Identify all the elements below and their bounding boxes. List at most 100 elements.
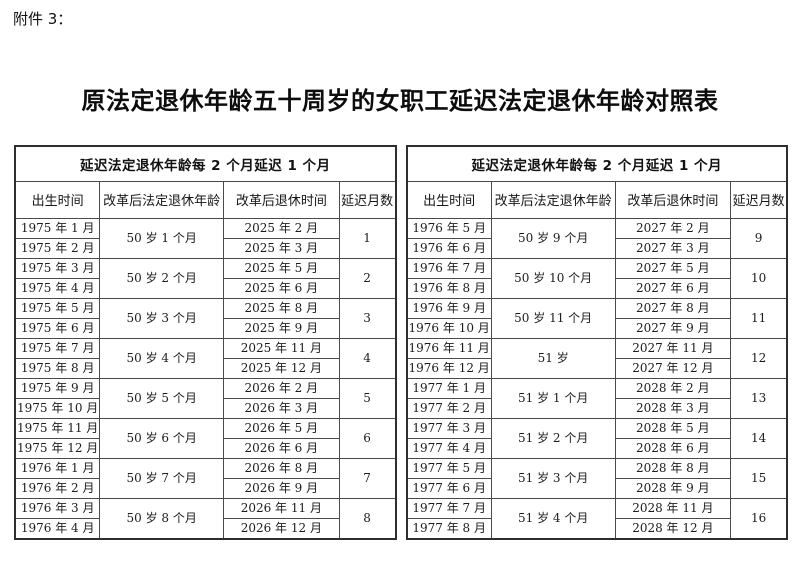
delay-cell: 14	[730, 417, 788, 459]
birth-cell: 1975 年 4 月	[14, 277, 101, 299]
birth-cell: 1975 年 12 月	[14, 437, 101, 459]
age-cell: 50 岁 2 个月	[99, 257, 224, 299]
table-row: 1977 年 8 月 2028 年 12 月	[406, 517, 788, 539]
age-cell: 50 岁 6 个月	[99, 417, 224, 459]
table-row: 1975 年 6 月 2025 年 9 月	[14, 317, 396, 339]
birth-cell: 1977 年 2 月	[406, 397, 492, 419]
birth-cell: 1976 年 1 月	[14, 457, 101, 479]
table-row: 1976 年 9 月 50 岁 11 个月 2027 年 8 月 11	[406, 297, 788, 339]
delay-cell: 7	[338, 457, 397, 499]
retirement-table-left: 延迟法定退休年龄每 2 个月延迟 1 个月 出生时间 改革后法定退休年龄 改革后…	[14, 145, 397, 540]
birth-cell: 1975 年 5 月	[14, 297, 101, 319]
birth-cell: 1976 年 9 月	[406, 297, 492, 319]
birth-cell: 1977 年 8 月	[406, 517, 492, 539]
birth-cell: 1975 年 6 月	[14, 317, 101, 339]
retire-cell: 2026 年 8 月	[223, 457, 340, 479]
retire-cell: 2025 年 6 月	[223, 277, 340, 299]
birth-cell: 1977 年 4 月	[406, 437, 492, 459]
birth-cell: 1975 年 2 月	[14, 237, 101, 259]
birth-cell: 1975 年 3 月	[14, 257, 101, 279]
table-row: 1977 年 2 月 2028 年 3 月	[406, 397, 788, 419]
birth-cell: 1976 年 10 月	[406, 317, 492, 339]
retire-cell: 2028 年 5 月	[614, 417, 732, 439]
retire-cell: 2026 年 9 月	[223, 477, 340, 499]
retire-cell: 2026 年 2 月	[223, 377, 340, 399]
birth-cell: 1977 年 1 月	[406, 377, 492, 399]
table-row: 1975 年 12 月 2026 年 6 月	[14, 437, 396, 459]
age-cell: 50 岁 11 个月	[490, 297, 616, 339]
age-cell: 51 岁	[490, 337, 616, 379]
birth-cell: 1976 年 8 月	[406, 277, 492, 299]
retire-cell: 2027 年 5 月	[614, 257, 732, 279]
birth-cell: 1977 年 5 月	[406, 457, 492, 479]
col-header-retire: 改革后退休时间	[614, 180, 732, 219]
comparison-tables: 延迟法定退休年龄每 2 个月延迟 1 个月 出生时间 改革后法定退休年龄 改革后…	[14, 145, 788, 540]
retire-cell: 2028 年 2 月	[614, 377, 732, 399]
retire-cell: 2027 年 8 月	[614, 297, 732, 319]
table-row: 1976 年 10 月 2027 年 9 月	[406, 317, 788, 339]
age-cell: 51 岁 3 个月	[490, 457, 616, 499]
col-header-age: 改革后法定退休年龄	[490, 180, 616, 219]
table-left: 延迟法定退休年龄每 2 个月延迟 1 个月 出生时间 改革后法定退休年龄 改革后…	[14, 145, 397, 540]
retirement-table-right: 延迟法定退休年龄每 2 个月延迟 1 个月 出生时间 改革后法定退休年龄 改革后…	[405, 145, 788, 540]
retire-cell: 2026 年 11 月	[223, 497, 340, 519]
age-cell: 50 岁 7 个月	[99, 457, 224, 499]
delay-cell: 11	[730, 297, 788, 339]
retire-cell: 2025 年 12 月	[223, 357, 340, 379]
age-cell: 50 岁 4 个月	[99, 337, 224, 379]
retire-cell: 2027 年 12 月	[614, 357, 732, 379]
table-row: 延迟法定退休年龄每 2 个月延迟 1 个月	[14, 145, 396, 182]
col-header-birth: 出生时间	[14, 180, 101, 219]
retire-cell: 2026 年 3 月	[223, 397, 340, 419]
table-row: 1975 年 10 月 2026 年 3 月	[14, 397, 396, 419]
retire-cell: 2027 年 6 月	[614, 277, 732, 299]
delay-cell: 9	[730, 217, 788, 259]
birth-cell: 1975 年 1 月	[14, 217, 101, 239]
retire-cell: 2025 年 5 月	[223, 257, 340, 279]
retire-cell: 2027 年 11 月	[614, 337, 732, 359]
retire-cell: 2028 年 6 月	[614, 437, 732, 459]
table-row: 1976 年 8 月 2027 年 6 月	[406, 277, 788, 299]
age-cell: 50 岁 5 个月	[99, 377, 224, 419]
delay-cell: 3	[338, 297, 397, 339]
retire-cell: 2025 年 11 月	[223, 337, 340, 359]
retire-cell: 2028 年 11 月	[614, 497, 732, 519]
table-right: 延迟法定退休年龄每 2 个月延迟 1 个月 出生时间 改革后法定退休年龄 改革后…	[405, 145, 788, 540]
col-header-age: 改革后法定退休年龄	[99, 180, 224, 219]
table-row: 1976 年 2 月 2026 年 9 月	[14, 477, 396, 499]
col-header-delay: 延迟月数	[338, 180, 397, 219]
retire-cell: 2025 年 9 月	[223, 317, 340, 339]
birth-cell: 1976 年 2 月	[14, 477, 101, 499]
birth-cell: 1975 年 11 月	[14, 417, 101, 439]
delay-cell: 6	[338, 417, 397, 459]
age-cell: 50 岁 10 个月	[490, 257, 616, 299]
table-row: 1976 年 11 月 51 岁 2027 年 11 月 12	[406, 337, 788, 379]
delay-cell: 2	[338, 257, 397, 299]
birth-cell: 1976 年 4 月	[14, 517, 101, 539]
retire-cell: 2026 年 12 月	[223, 517, 340, 539]
table-row: 1977 年 7 月 51 岁 4 个月 2028 年 11 月 16	[406, 497, 788, 539]
birth-cell: 1975 年 10 月	[14, 397, 101, 419]
table-row: 1976 年 6 月 2027 年 3 月	[406, 237, 788, 259]
delay-cell: 12	[730, 337, 788, 379]
delay-cell: 10	[730, 257, 788, 299]
birth-cell: 1977 年 6 月	[406, 477, 492, 499]
attachment-label: 附件 3：	[13, 10, 73, 28]
table-row: 1976 年 12 月 2027 年 12 月	[406, 357, 788, 379]
age-cell: 50 岁 3 个月	[99, 297, 224, 339]
table-row: 1976 年 7 月 50 岁 10 个月 2027 年 5 月 10	[406, 257, 788, 299]
retire-cell: 2026 年 6 月	[223, 437, 340, 459]
delay-cell: 4	[338, 337, 397, 379]
delay-cell: 5	[338, 377, 397, 419]
retire-cell: 2028 年 12 月	[614, 517, 732, 539]
age-cell: 51 岁 4 个月	[490, 497, 616, 539]
table-row: 1976 年 4 月 2026 年 12 月	[14, 517, 396, 539]
